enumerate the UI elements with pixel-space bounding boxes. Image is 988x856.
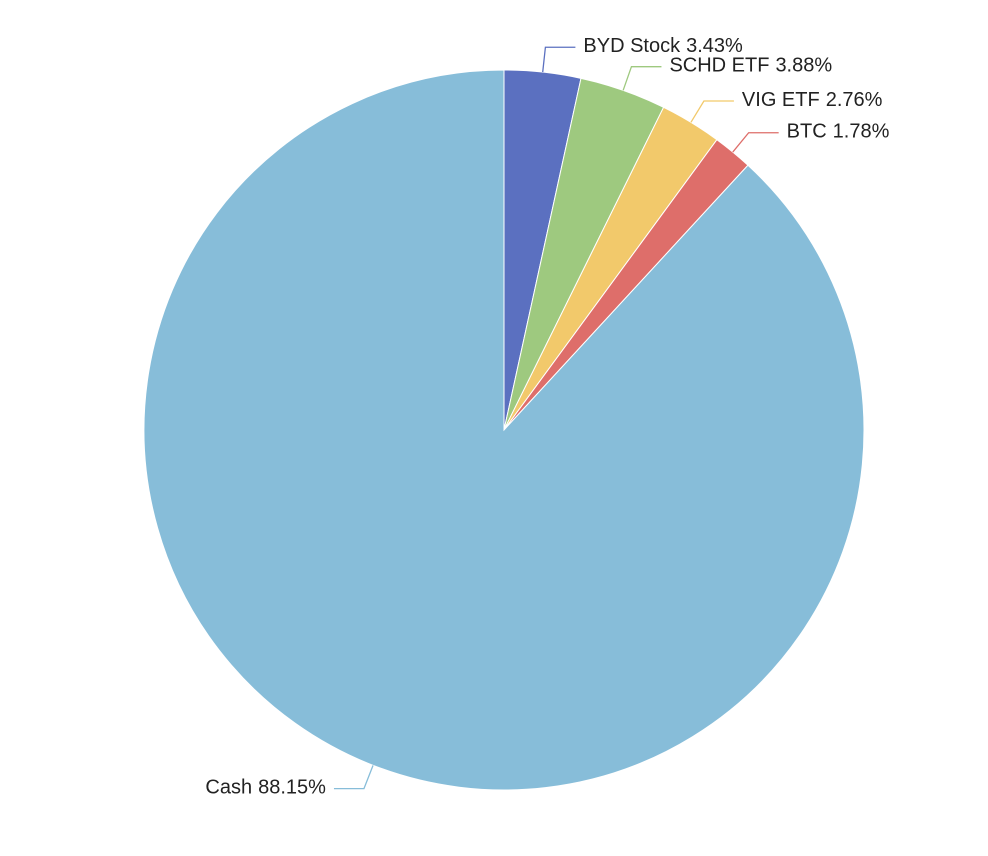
- slice-value: 88.15%: [258, 777, 326, 799]
- slice-value: 3.43%: [686, 36, 743, 58]
- slice-label: VIG ETF 2.76%: [742, 89, 883, 111]
- label-line: [542, 46, 576, 73]
- slice-label: SCHD ETF 3.88%: [669, 55, 832, 77]
- slice-name: BYD Stock: [583, 36, 681, 58]
- label-line: [333, 765, 374, 790]
- slice-name: VIG ETF: [742, 89, 820, 111]
- label-line: [732, 132, 779, 153]
- slice-name: SCHD ETF: [669, 55, 769, 77]
- label-line: [690, 100, 734, 123]
- slice-value: 1.78%: [833, 121, 890, 143]
- slice-name: Cash: [205, 777, 252, 799]
- pie-slice: [143, 69, 865, 791]
- label-line: [622, 66, 662, 91]
- slice-value: 3.88%: [775, 55, 832, 77]
- slice-label: Cash 88.15%: [205, 777, 326, 799]
- slice-label: BYD Stock 3.43%: [583, 36, 743, 58]
- slice-name: BTC: [787, 121, 827, 143]
- slice-label: BTC 1.78%: [787, 121, 890, 143]
- slice-value: 2.76%: [826, 89, 883, 111]
